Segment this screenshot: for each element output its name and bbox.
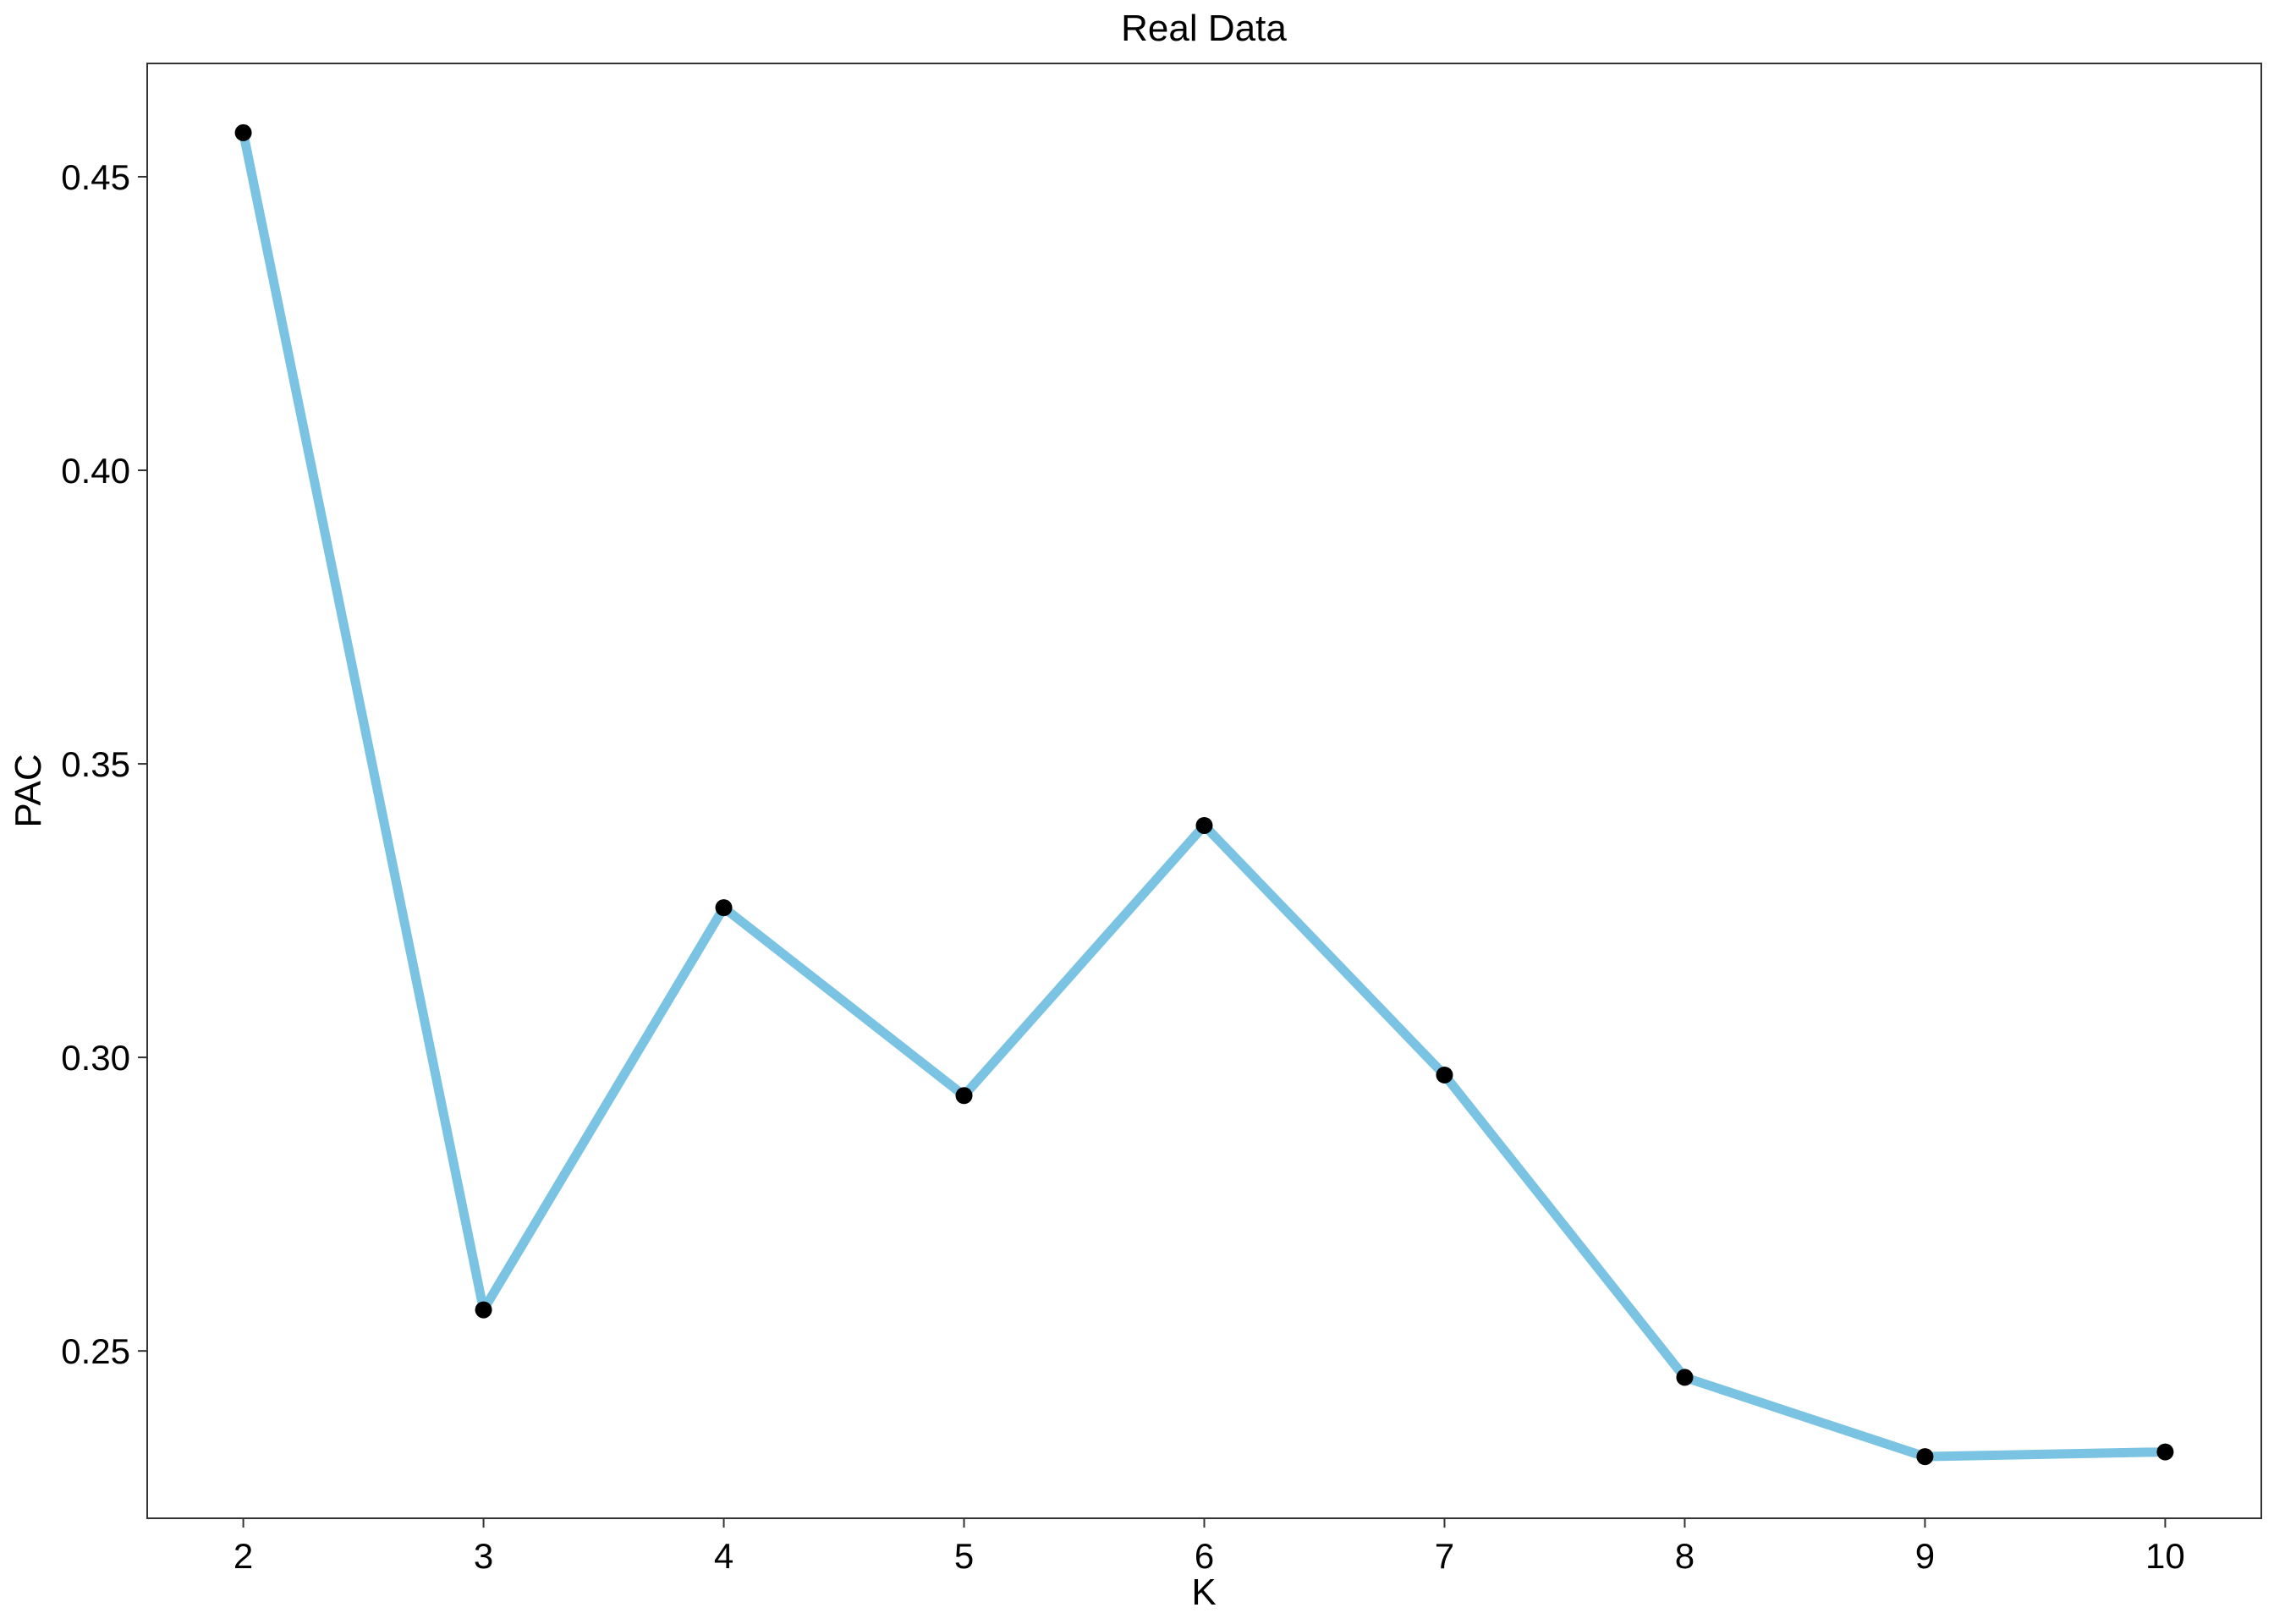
- data-point-k2: [234, 123, 252, 141]
- x-tick-label: 6: [1195, 1536, 1214, 1576]
- x-tick-label: 2: [233, 1536, 253, 1576]
- y-tick-label: 0.45: [61, 157, 130, 197]
- data-point-k7: [1436, 1066, 1453, 1084]
- y-tick-label: 0.30: [61, 1038, 130, 1078]
- x-tick-label: 5: [954, 1536, 974, 1576]
- y-tick-label: 0.40: [61, 451, 130, 491]
- data-point-k9: [1916, 1448, 1934, 1466]
- x-axis-title: K: [1191, 1572, 1216, 1613]
- data-point-k10: [2156, 1443, 2174, 1461]
- data-point-k5: [955, 1087, 973, 1105]
- plot-panel: [146, 63, 2262, 1519]
- y-tick-label: 0.25: [61, 1331, 130, 1371]
- x-tick-label: 8: [1675, 1536, 1695, 1576]
- data-point-k4: [715, 899, 733, 917]
- data-point-k3: [475, 1301, 492, 1319]
- y-axis-title: PAC: [8, 754, 49, 827]
- y-tick-label: 0.35: [61, 744, 130, 784]
- data-points: [234, 123, 2174, 1466]
- x-tick-label: 9: [1915, 1536, 1935, 1576]
- chart-title: Real Data: [1121, 8, 1287, 49]
- x-axis: 2 3 4 5 6 7 8 9 10: [233, 1518, 2185, 1576]
- x-tick-label: 4: [714, 1536, 733, 1576]
- data-point-k6: [1195, 816, 1213, 834]
- data-point-k8: [1676, 1369, 1694, 1386]
- x-tick-label: 7: [1435, 1536, 1454, 1576]
- y-axis: 0.25 0.30 0.35 0.40 0.45: [61, 157, 147, 1371]
- x-tick-label: 3: [474, 1536, 493, 1576]
- x-tick-label: 10: [2145, 1536, 2185, 1576]
- pac-series-line: [239, 128, 2170, 1462]
